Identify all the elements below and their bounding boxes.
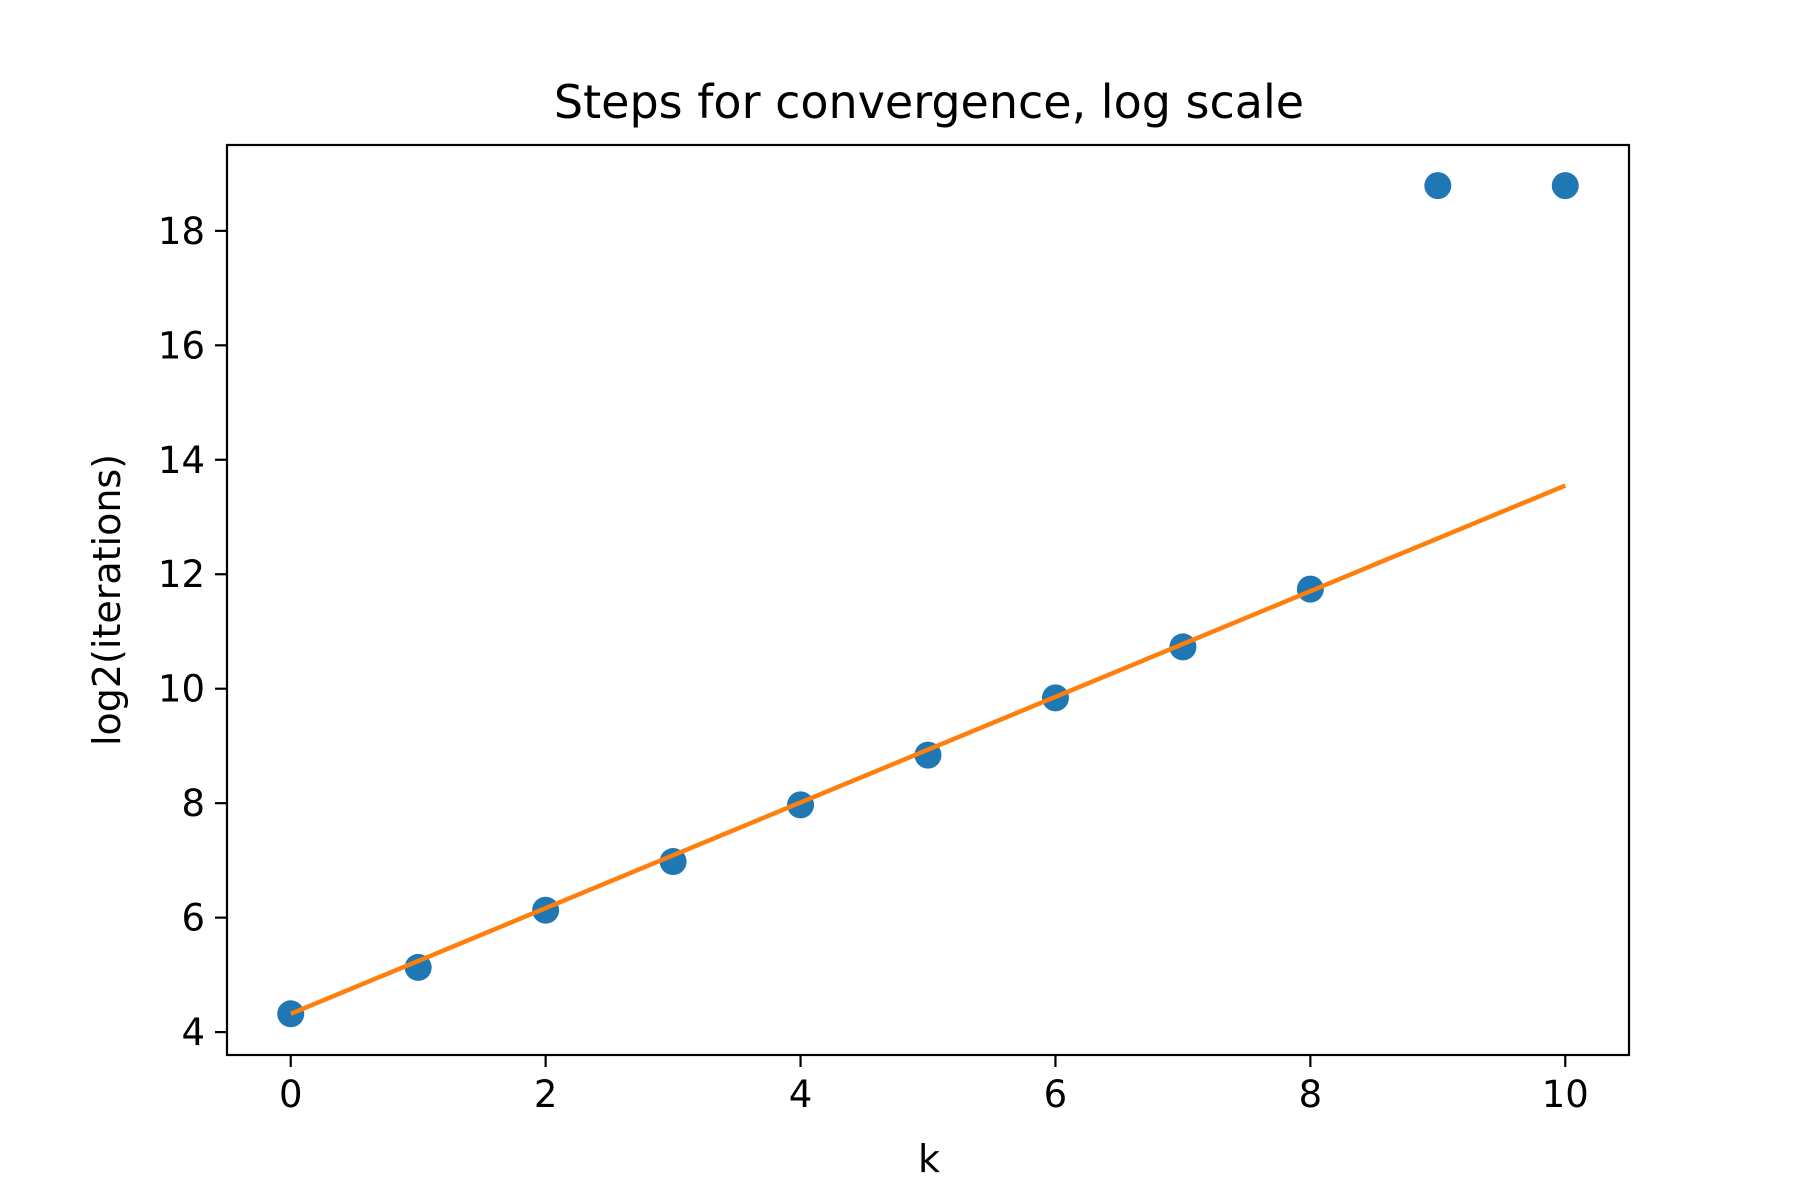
y-axis: 4 6 8 10 12 14 16 18 <box>158 210 227 1054</box>
x-axis-label: k <box>918 1137 940 1181</box>
scatter-point <box>404 953 432 981</box>
x-tick-label: 6 <box>1044 1073 1068 1116</box>
x-axis: 0 2 4 6 8 10 <box>279 1055 1589 1116</box>
chart-title: Steps for convergence, log scale <box>554 75 1304 129</box>
scatter-point <box>1551 172 1579 200</box>
y-axis-label: log2(iterations) <box>85 454 129 746</box>
y-tick-label: 8 <box>181 782 205 825</box>
y-tick-label: 6 <box>181 897 205 940</box>
x-tick-label: 10 <box>1542 1073 1589 1116</box>
y-tick-label: 16 <box>158 324 205 367</box>
x-tick-label: 8 <box>1299 1073 1323 1116</box>
y-tick-label: 12 <box>158 553 205 596</box>
y-tick-label: 14 <box>158 439 205 482</box>
x-tick-label: 2 <box>534 1073 558 1116</box>
plot-frame <box>225 143 1631 1057</box>
scatter-point <box>1424 172 1452 200</box>
y-tick-label: 4 <box>181 1011 205 1054</box>
y-tick-label: 18 <box>158 210 205 253</box>
fit-line <box>289 483 1567 1016</box>
y-tick-label: 10 <box>158 668 205 711</box>
x-tick-label: 4 <box>789 1073 813 1116</box>
plot-area <box>277 172 1579 1028</box>
x-tick-label: 0 <box>279 1073 303 1116</box>
